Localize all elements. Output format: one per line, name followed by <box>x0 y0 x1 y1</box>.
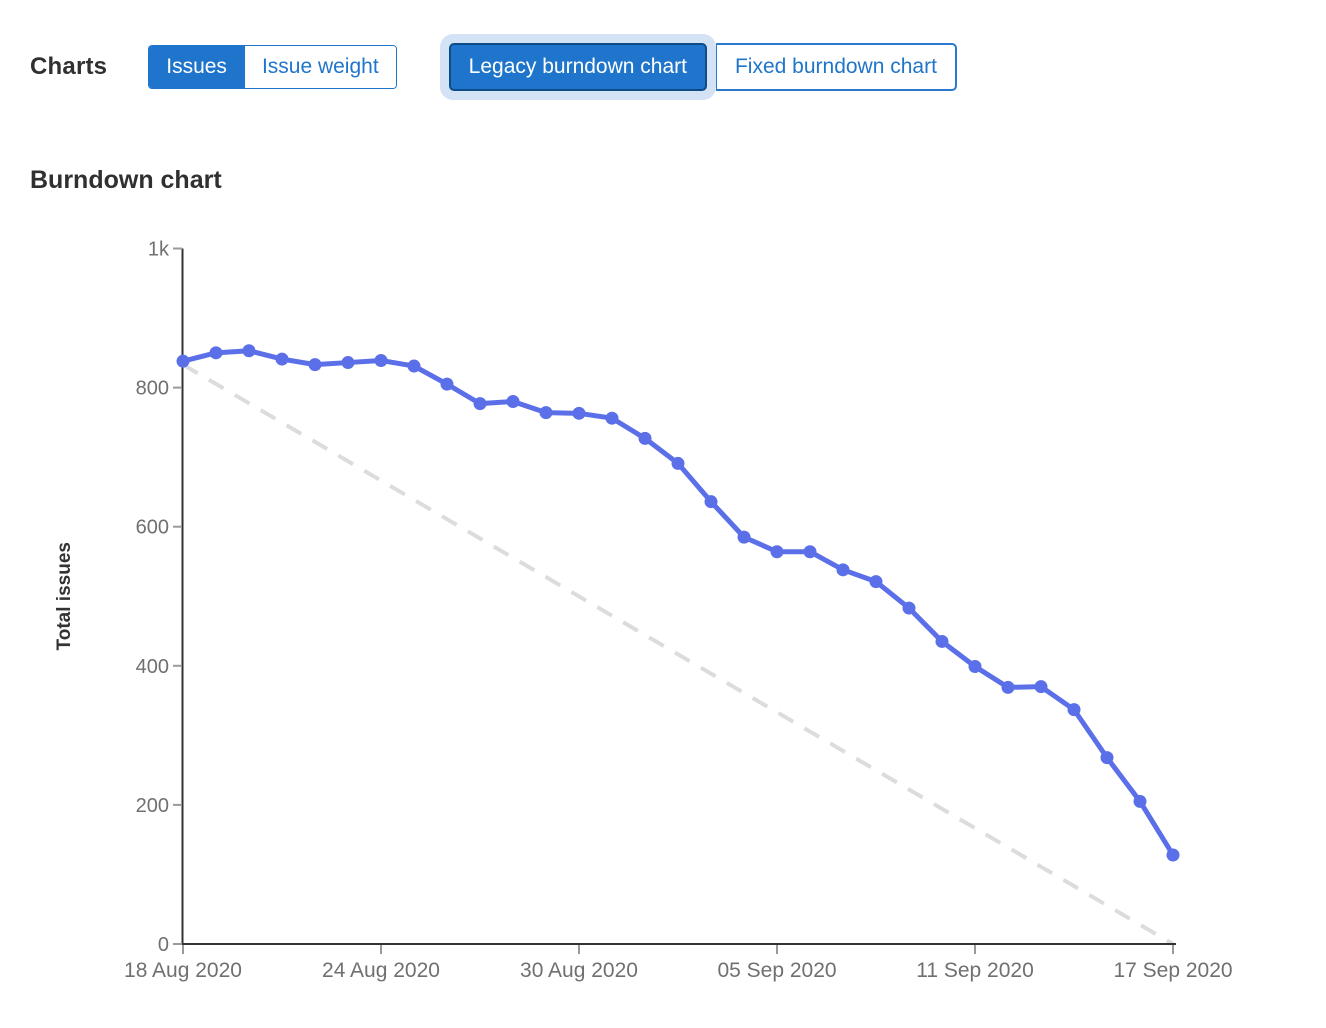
issue-source-toggle: Issues Issue weight <box>148 45 397 89</box>
data-point[interactable] <box>803 545 817 559</box>
data-point[interactable] <box>341 356 355 370</box>
data-point[interactable] <box>440 377 454 391</box>
data-point[interactable] <box>605 411 619 425</box>
data-point[interactable] <box>176 354 190 368</box>
data-point[interactable] <box>275 352 289 366</box>
guideline-dashed-line <box>181 362 1175 946</box>
data-point[interactable] <box>1100 751 1114 765</box>
legacy-burndown-chart-button[interactable]: Legacy burndown chart <box>448 43 707 91</box>
charts-label: Charts <box>30 53 108 80</box>
x-tick-label: 05 Sep 2020 <box>717 959 836 982</box>
burndown-series-line <box>180 348 1176 858</box>
data-point[interactable] <box>836 563 850 577</box>
x-tick-label: 24 Aug 2020 <box>322 959 440 982</box>
y-tick-label: 1k <box>148 239 170 261</box>
page-title: Burndown chart <box>30 166 222 194</box>
data-point[interactable] <box>539 406 553 420</box>
data-point[interactable] <box>935 634 949 648</box>
data-point[interactable] <box>209 346 223 360</box>
issues-toggle-button[interactable]: Issues <box>149 46 244 88</box>
data-point[interactable] <box>638 431 652 445</box>
data-point[interactable] <box>770 545 784 559</box>
data-point[interactable] <box>1001 680 1015 694</box>
chart-type-toggle: Legacy burndown chart Fixed burndown cha… <box>448 43 957 91</box>
x-tick-label: 11 Sep 2020 <box>916 959 1034 982</box>
y-tick-label: 0 <box>158 934 169 956</box>
y-tick-label: 400 <box>136 656 169 678</box>
burndown-chart-container: 0 200 400 600 800 1k 18 Aug 2020 24 Aug 2020 30 … <box>0 197 1326 1020</box>
y-axis-title: Total issues <box>54 542 75 650</box>
data-point[interactable] <box>1067 703 1081 717</box>
x-tick-label: 30 Aug 2020 <box>520 959 638 982</box>
data-point[interactable] <box>704 495 718 509</box>
y-tick-label: 600 <box>136 517 169 539</box>
y-tick-label: 200 <box>136 795 169 817</box>
data-point[interactable] <box>374 353 388 367</box>
x-tick-label: 18 Aug 2020 <box>124 959 242 982</box>
data-point[interactable] <box>308 358 322 372</box>
data-point[interactable] <box>671 456 685 470</box>
data-point[interactable] <box>1133 794 1147 808</box>
data-point[interactable] <box>407 359 421 373</box>
data-point[interactable] <box>902 601 916 615</box>
data-point[interactable] <box>1166 848 1180 862</box>
burndown-chart: 0 200 400 600 800 1k 18 Aug 2020 24 Aug 2020 30 … <box>54 239 1233 983</box>
data-point[interactable] <box>869 575 883 589</box>
data-point[interactable] <box>242 344 256 358</box>
data-point[interactable] <box>737 530 751 544</box>
charts-toolbar: Charts Issues Issue weight Legacy burndo… <box>30 43 1326 91</box>
axis-lines <box>181 248 1176 945</box>
data-point[interactable] <box>1034 680 1048 694</box>
issue-weight-toggle-button[interactable]: Issue weight <box>243 46 396 88</box>
data-point[interactable] <box>968 659 982 673</box>
data-point[interactable] <box>572 406 586 420</box>
x-tick-label: 17 Sep 2020 <box>1113 959 1232 982</box>
data-point[interactable] <box>506 395 520 409</box>
fixed-burndown-chart-button[interactable]: Fixed burndown chart <box>715 43 957 91</box>
y-tick-label: 800 <box>136 378 169 400</box>
data-point[interactable] <box>473 397 487 411</box>
